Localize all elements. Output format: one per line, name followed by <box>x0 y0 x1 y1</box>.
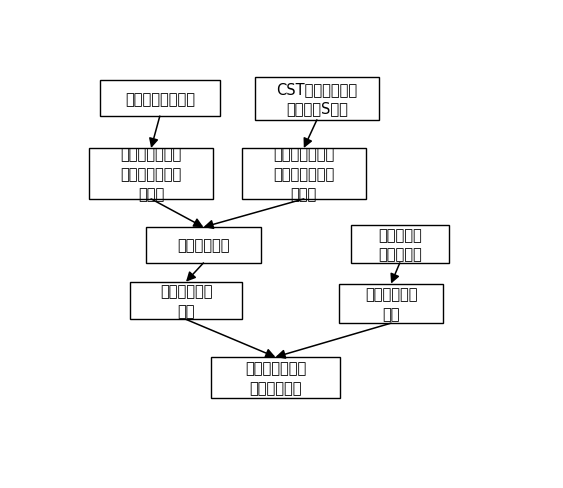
Bar <box>100 81 220 117</box>
Text: 输入电缆几何参数: 输入电缆几何参数 <box>125 91 195 106</box>
Bar <box>89 149 213 200</box>
Text: CST三维仳真得到
电缆附件S参数: CST三维仳真得到 电缆附件S参数 <box>276 81 358 116</box>
Bar <box>131 282 242 320</box>
Bar <box>254 78 379 121</box>
Bar <box>339 284 444 324</box>
Bar <box>211 357 340 399</box>
Text: 获取理论电压
波形: 获取理论电压 波形 <box>160 284 212 318</box>
Text: 矢量拟合得到电
缆本体待优化模
型参数: 矢量拟合得到电 缆本体待优化模 型参数 <box>120 147 182 202</box>
Bar <box>146 227 261 264</box>
Text: 矢量拟合得到电
缆附件待优化模
型参数: 矢量拟合得到电 缆附件待优化模 型参数 <box>273 147 334 202</box>
Bar <box>242 149 366 200</box>
Bar <box>351 226 449 264</box>
Text: 求解状态方程: 求解状态方程 <box>177 238 230 253</box>
Text: 实际电缆注
入脉冲信号: 实际电缆注 入脉冲信号 <box>378 227 422 262</box>
Text: 求解优化问题，
得到无捯参数: 求解优化问题， 得到无捯参数 <box>245 361 306 395</box>
Text: 获取实验电压
波形: 获取实验电压 波形 <box>365 286 417 321</box>
